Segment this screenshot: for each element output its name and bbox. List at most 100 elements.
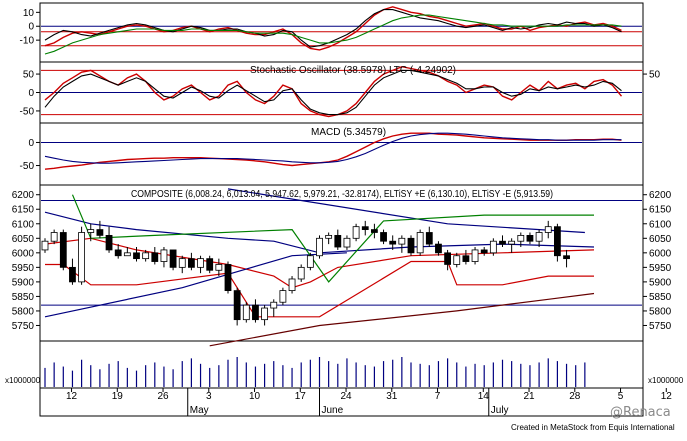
candle-body	[270, 301, 278, 309]
candle-body	[105, 234, 113, 251]
y-tick-label-left: 6000	[12, 248, 35, 259]
candle-body	[306, 255, 314, 268]
candle-body	[133, 252, 140, 260]
candle-body	[435, 243, 442, 254]
y-tick-label-right: 6200	[649, 190, 672, 201]
candle-body	[215, 264, 223, 271]
overlay-line	[45, 260, 594, 318]
candle-body	[535, 232, 543, 242]
candle-body	[499, 240, 506, 245]
x-tick-label: 3	[206, 391, 212, 402]
momentum-panel	[39, 2, 644, 63]
candle-body	[242, 304, 250, 321]
y-tick-label-left: 50	[23, 70, 35, 81]
date-axis	[39, 387, 644, 417]
candle-body	[407, 237, 415, 254]
series-line	[44, 132, 622, 170]
y-tick-label-right: 5750	[649, 321, 672, 332]
candle-body	[206, 258, 214, 271]
x-tick-label: 21	[523, 391, 535, 402]
x-tick-label: 10	[249, 391, 261, 402]
candle-body	[69, 266, 76, 283]
overlay-line	[44, 211, 595, 254]
y-tick-label-left: 6200	[12, 190, 35, 201]
candle-body	[261, 307, 269, 321]
candle-body	[197, 258, 204, 268]
candle-body	[361, 226, 369, 230]
y-tick-label-right: 50	[649, 70, 661, 81]
candle-body	[151, 252, 159, 262]
x-tick-label: 17	[295, 391, 307, 402]
y-tick-label-left: 5750	[12, 321, 35, 332]
credit-text: Created in MetaStock from Equis Internat…	[511, 423, 675, 432]
x-tick-label: 26	[157, 391, 169, 402]
candle-body	[343, 237, 351, 248]
candle-body	[334, 234, 342, 248]
x-tick-label: 24	[340, 391, 352, 402]
y-tick-label-left: 10	[23, 8, 35, 19]
series-line	[44, 132, 622, 164]
macd-title: MACD (5.34579)	[311, 127, 386, 138]
y-tick-label-left: 5850	[12, 292, 35, 303]
candle-body	[462, 255, 470, 262]
y-tick-label-right: 5850	[649, 292, 672, 303]
candle-body	[78, 232, 85, 283]
candle-body	[297, 266, 305, 280]
candle-body	[554, 226, 561, 257]
month-label: July	[491, 405, 509, 416]
x-tick-label: 31	[386, 391, 398, 402]
candle-body	[389, 240, 397, 245]
series-line	[44, 6, 622, 51]
x-tick-label: 5	[618, 391, 624, 402]
axis-ticks: 100-1050500-50500-5062006150610060506000…	[12, 8, 673, 416]
volume-unit-right: x1000000	[648, 376, 684, 385]
candle-body	[96, 229, 104, 236]
candle-body	[187, 258, 195, 268]
y-tick-label-right: 6150	[649, 205, 672, 216]
month-label: May	[190, 405, 209, 416]
candle-body	[169, 249, 177, 268]
y-tick-label-left: -50	[20, 161, 35, 172]
candle-body	[59, 232, 67, 268]
candle-body	[489, 240, 497, 254]
overlay-line	[209, 292, 595, 347]
x-tick-label: 14	[478, 391, 490, 402]
candle-body	[544, 226, 552, 233]
volume-bars	[44, 357, 586, 387]
y-tick-label-right: 6000	[649, 248, 672, 259]
candle-body	[224, 264, 232, 292]
x-tick-label: 28	[569, 391, 581, 402]
y-tick-label-left: -10	[20, 36, 35, 47]
candle-body	[288, 278, 296, 292]
candle-body	[508, 240, 516, 245]
series-line	[44, 69, 622, 116]
y-tick-label-right: 6050	[649, 234, 672, 245]
y-tick-label-left: 5800	[12, 306, 35, 317]
volume-unit-left: x1000000	[5, 376, 41, 385]
candle-body	[425, 232, 433, 245]
series-line	[44, 65, 623, 118]
candle-body	[352, 226, 360, 239]
candle-body	[233, 290, 241, 321]
y-tick-label-left: 6150	[12, 205, 35, 216]
x-tick-label: 12	[66, 391, 78, 402]
candle-body	[471, 249, 479, 262]
candle-body	[178, 258, 186, 268]
x-tick-label: 7	[435, 391, 441, 402]
y-tick-label-right: 5900	[649, 277, 672, 288]
price-panel	[39, 184, 644, 342]
y-tick-label-right: 6100	[649, 219, 672, 230]
series-line	[44, 14, 622, 55]
candle-body	[316, 237, 323, 257]
indicator-levels	[41, 25, 642, 306]
x-tick-label: 12	[661, 391, 673, 402]
candle-body	[279, 290, 287, 303]
candle-body	[453, 255, 461, 265]
candle-body	[416, 232, 424, 254]
candle-body	[87, 229, 95, 233]
candle-body	[252, 304, 259, 321]
series-line	[44, 9, 622, 48]
y-tick-label-left: 6050	[12, 234, 35, 245]
candle-body	[114, 249, 122, 257]
